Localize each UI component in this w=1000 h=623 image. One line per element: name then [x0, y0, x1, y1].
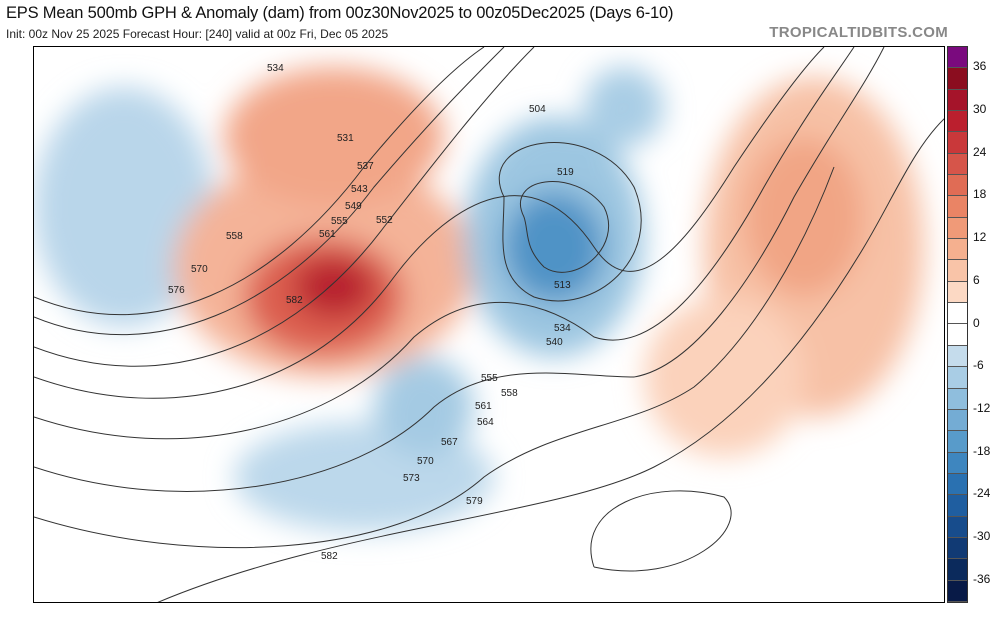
colorbar-segment [948, 196, 967, 218]
svg-text:540: 540 [546, 337, 563, 348]
colorbar-tick-label: -6 [973, 358, 984, 373]
colorbar-tick-label: 30 [973, 102, 987, 117]
anomaly-shading [34, 67, 924, 532]
colorbar [947, 46, 968, 603]
colorbar-segment [948, 217, 967, 240]
svg-text:519: 519 [557, 167, 574, 178]
colorbar-tick-label: 18 [973, 187, 987, 202]
svg-text:513: 513 [554, 280, 571, 291]
brand-watermark: TROPICALTIDBITS.COM [769, 24, 948, 41]
colorbar-segment [948, 559, 967, 581]
colorbar-segment [948, 132, 967, 154]
svg-text:552: 552 [376, 215, 393, 226]
svg-text:531: 531 [337, 133, 354, 144]
colorbar-segment [948, 68, 967, 90]
colorbar-segment [948, 303, 967, 325]
colorbar-segment [948, 239, 967, 261]
svg-text:555: 555 [331, 216, 348, 227]
colorbar-segment [948, 580, 967, 602]
contour-labels: 534 531 537 543 549 555 552 558 561 570 … [168, 63, 574, 562]
colorbar-segment [948, 388, 967, 410]
svg-text:534: 534 [554, 323, 571, 334]
colorbar-segment [948, 47, 967, 69]
colorbar-segment [948, 537, 967, 560]
colorbar-segment [948, 516, 967, 538]
colorbar-tick-label: -18 [973, 443, 991, 458]
map-title: EPS Mean 500mb GPH & Anomaly (dam) from … [6, 4, 674, 22]
colorbar-segment [948, 175, 967, 197]
svg-text:570: 570 [191, 264, 208, 275]
colorbar-segment [948, 153, 967, 176]
colorbar-segment [948, 473, 967, 496]
svg-text:543: 543 [351, 184, 368, 195]
colorbar-tick-label: 36 [973, 59, 987, 74]
svg-text:549: 549 [345, 201, 362, 212]
colorbar-tick-label: 0 [973, 315, 980, 330]
colorbar-segment [948, 324, 967, 346]
height-contours [34, 47, 944, 602]
svg-text:576: 576 [168, 285, 185, 296]
svg-text:504: 504 [529, 104, 546, 115]
colorbar-tick-label: -36 [973, 571, 991, 586]
svg-text:570: 570 [417, 456, 434, 467]
anomaly-map: 534 531 537 543 549 555 552 558 561 570 … [33, 46, 945, 603]
svg-text:564: 564 [477, 417, 494, 428]
colorbar-segment [948, 409, 967, 432]
svg-text:558: 558 [501, 388, 518, 399]
svg-text:582: 582 [321, 551, 338, 562]
colorbar-segment [948, 281, 967, 304]
colorbar-tick-label: -30 [973, 528, 991, 543]
svg-text:555: 555 [481, 373, 498, 384]
svg-text:579: 579 [466, 496, 483, 507]
colorbar-segment [948, 452, 967, 474]
svg-text:561: 561 [475, 401, 492, 412]
colorbar-tick-label: -24 [973, 486, 991, 501]
svg-text:534: 534 [267, 63, 284, 74]
colorbar-segment [948, 495, 967, 517]
colorbar-tick-label: -12 [973, 400, 991, 415]
svg-text:537: 537 [357, 161, 374, 172]
svg-text:573: 573 [403, 473, 420, 484]
colorbar-segment [948, 367, 967, 389]
svg-text:561: 561 [319, 229, 336, 240]
colorbar-segment [948, 431, 967, 453]
colorbar-segment [948, 260, 967, 282]
colorbar-segment [948, 345, 967, 368]
colorbar-tick-label: 12 [973, 230, 987, 245]
svg-text:567: 567 [441, 437, 458, 448]
colorbar-segment [948, 111, 967, 133]
colorbar-tick-label: 24 [973, 144, 987, 159]
svg-text:582: 582 [286, 295, 303, 306]
colorbar-segment [948, 89, 967, 112]
svg-text:558: 558 [226, 231, 243, 242]
map-subtitle: Init: 00z Nov 25 2025 Forecast Hour: [24… [6, 27, 389, 41]
colorbar-tick-label: 6 [973, 272, 980, 287]
